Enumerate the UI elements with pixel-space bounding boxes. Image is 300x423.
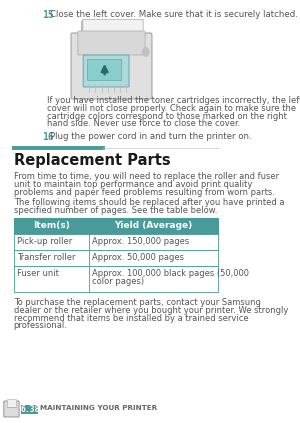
Bar	[14, 250, 218, 266]
Text: Approx. 100,000 black pages (50,000: Approx. 100,000 black pages (50,000	[92, 269, 249, 278]
Text: Replacement Parts: Replacement Parts	[14, 153, 170, 168]
Bar	[7, 399, 16, 407]
FancyBboxPatch shape	[81, 22, 142, 41]
Text: Plug the power cord in and turn the printer on.: Plug the power cord in and turn the prin…	[50, 132, 252, 141]
Bar	[14, 266, 218, 292]
Text: 6.38: 6.38	[20, 406, 40, 415]
Text: To purchase the replacement parts, contact your Samsung: To purchase the replacement parts, conta…	[14, 298, 261, 307]
Text: cover will not close properly. Check again to make sure the: cover will not close properly. Check aga…	[47, 104, 296, 113]
Text: Pick-up roller: Pick-up roller	[17, 237, 72, 246]
Text: Yield (Average): Yield (Average)	[114, 221, 193, 230]
Text: professional.: professional.	[14, 321, 68, 330]
Text: dealer or the retailer where you bought your printer. We strongly: dealer or the retailer where you bought …	[14, 306, 288, 315]
Text: recommend that items be installed by a trained service: recommend that items be installed by a t…	[14, 313, 248, 323]
Text: Item(s): Item(s)	[33, 221, 70, 230]
Text: color pages): color pages)	[92, 277, 144, 286]
FancyBboxPatch shape	[4, 401, 19, 417]
Text: MAINTAINING YOUR PRINTER: MAINTAINING YOUR PRINTER	[40, 406, 158, 412]
Text: Transfer roller: Transfer roller	[17, 253, 75, 262]
Text: cartridge colors correspond to those marked on the right: cartridge colors correspond to those mar…	[47, 112, 287, 121]
Text: Close the left cover. Make sure that it is securely latched.: Close the left cover. Make sure that it …	[50, 10, 298, 19]
Bar	[21, 405, 38, 414]
Text: 16: 16	[42, 132, 54, 142]
Bar	[14, 218, 218, 234]
FancyBboxPatch shape	[83, 55, 129, 87]
Text: From time to time, you will need to replace the roller and fuser: From time to time, you will need to repl…	[14, 172, 279, 181]
FancyBboxPatch shape	[82, 20, 142, 39]
Bar	[14, 234, 218, 250]
Text: If you have installed the toner cartridges incorrectly, the left: If you have installed the toner cartridg…	[47, 96, 300, 105]
FancyBboxPatch shape	[87, 60, 122, 80]
Text: unit to maintain top performance and avoid print quality: unit to maintain top performance and avo…	[14, 180, 252, 189]
FancyBboxPatch shape	[83, 19, 143, 38]
FancyBboxPatch shape	[78, 31, 145, 55]
Text: Approx. 50,000 pages: Approx. 50,000 pages	[92, 253, 184, 262]
FancyBboxPatch shape	[71, 33, 152, 99]
Text: Fuser unit: Fuser unit	[17, 269, 59, 278]
Circle shape	[142, 47, 149, 57]
Text: 15: 15	[42, 10, 54, 20]
Text: problems and paper feed problems resulting from worn parts.: problems and paper feed problems resulti…	[14, 187, 274, 197]
Text: hand side. Never use force to close the cover.: hand side. Never use force to close the …	[47, 119, 241, 129]
Text: Approx. 150,000 pages: Approx. 150,000 pages	[92, 237, 189, 246]
Text: The following items should be replaced after you have printed a: The following items should be replaced a…	[14, 198, 284, 207]
Text: specified number of pages. See the table below.: specified number of pages. See the table…	[14, 206, 217, 215]
